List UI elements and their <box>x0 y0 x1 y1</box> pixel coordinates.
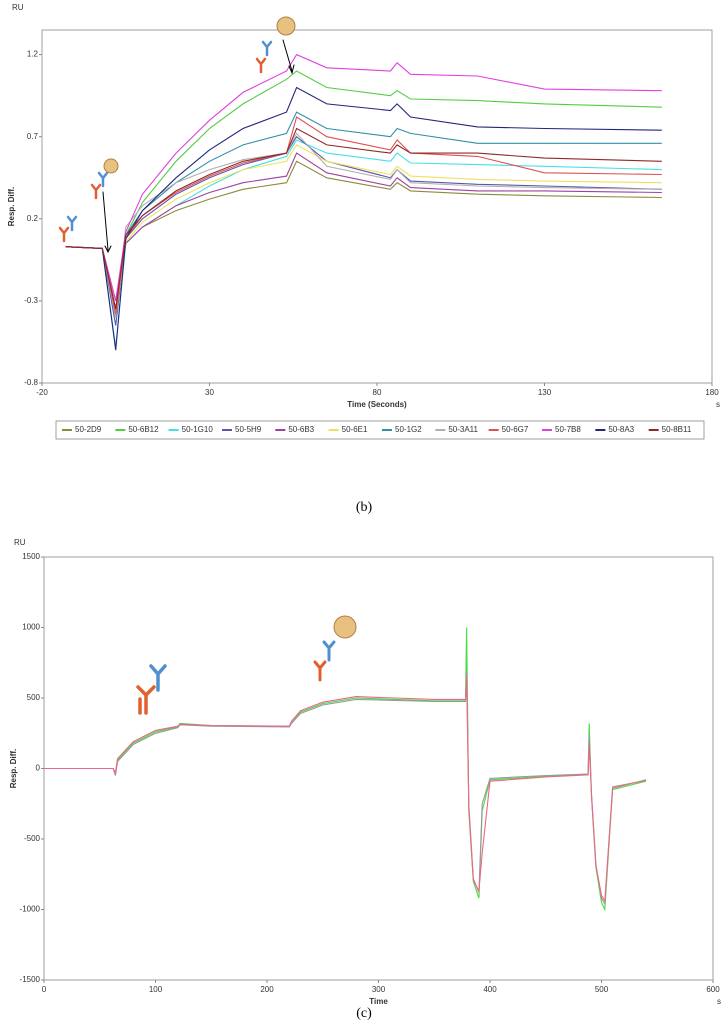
series-line <box>65 135 662 326</box>
caption: (c) <box>356 1006 372 1021</box>
x-tick-label: 200 <box>260 985 274 994</box>
y-tick-label: 0.7 <box>27 132 39 141</box>
series-line <box>65 160 662 302</box>
x-unit: s <box>716 400 720 409</box>
legend-label: 50-6B12 <box>128 425 159 434</box>
y-tick-label: -1500 <box>20 975 41 984</box>
series-line <box>44 669 647 906</box>
y-tick-label: -500 <box>24 834 41 843</box>
legend-label: 50-8A3 <box>608 425 634 434</box>
y-unit: RU <box>14 538 26 547</box>
y-tick-label: 1500 <box>22 552 40 561</box>
legend-label: 50-5H9 <box>235 425 262 434</box>
plot-frame <box>43 556 714 981</box>
legend-label: 50-1G2 <box>395 425 422 434</box>
y-tick-label: 1.2 <box>27 50 39 59</box>
legend-label: 50-6E1 <box>342 425 368 434</box>
annotation-icons <box>58 16 357 715</box>
x-tick-label: 30 <box>205 388 214 397</box>
chart: -0.8 -0.3 0.2 0.7 1.2 -20 30 80 130 180 RU s Time (S… <box>7 3 720 515</box>
legend-label: 50-6G7 <box>502 425 529 434</box>
legend-label: 50-8B11 <box>662 425 692 434</box>
legend-box <box>55 420 705 440</box>
y-tick-label: 1000 <box>22 623 40 632</box>
series-line <box>65 70 662 310</box>
x-tick-label: 80 <box>373 388 382 397</box>
y-axis-label: Resp. Diff. <box>9 749 18 789</box>
y-tick-label: 0 <box>36 764 41 773</box>
y-axis-label: Resp. Diff. <box>7 187 16 227</box>
series-line <box>65 111 662 318</box>
x-axis-label: Time (Seconds) <box>347 400 407 409</box>
legend-label: 50-1G10 <box>182 425 214 434</box>
x-unit: s <box>717 997 721 1006</box>
x-tick-label: 0 <box>42 985 47 994</box>
series-line <box>65 152 662 310</box>
series-line <box>44 627 647 912</box>
series-line <box>44 675 647 903</box>
x-tick-label: 100 <box>149 985 163 994</box>
y-unit: RU <box>12 3 24 12</box>
x-tick-label: 300 <box>372 985 386 994</box>
x-axis-label: Time <box>369 997 388 1006</box>
x-tick-label: 500 <box>595 985 609 994</box>
chart: -1500 -1000 -500 0 500 1000 1500 0 100 200 300 400 5… <box>9 538 721 1021</box>
x-tick-label: 400 <box>483 985 497 994</box>
legend-label: 50-6B3 <box>288 425 314 434</box>
y-tick-label: -1000 <box>20 905 41 914</box>
caption: (b) <box>356 500 373 515</box>
x-tick-label: -20 <box>36 388 48 397</box>
series-line <box>65 116 662 315</box>
y-tick-label: -0.8 <box>24 378 38 387</box>
legend-label: 50-7B8 <box>555 425 581 434</box>
legend-label: 50-2D9 <box>75 425 102 434</box>
y-tick-label: 500 <box>27 693 41 702</box>
y-tick-label: -0.3 <box>24 296 38 305</box>
series-line <box>65 132 662 318</box>
x-tick-label: 180 <box>705 388 719 397</box>
y-tick-label: 0.2 <box>27 214 39 223</box>
series-line <box>65 86 662 351</box>
legend-label: 50-3A11 <box>448 425 478 434</box>
x-tick-label: 130 <box>538 388 552 397</box>
series-line <box>65 127 662 310</box>
series-line <box>65 53 662 302</box>
x-tick-label: 600 <box>706 985 720 994</box>
